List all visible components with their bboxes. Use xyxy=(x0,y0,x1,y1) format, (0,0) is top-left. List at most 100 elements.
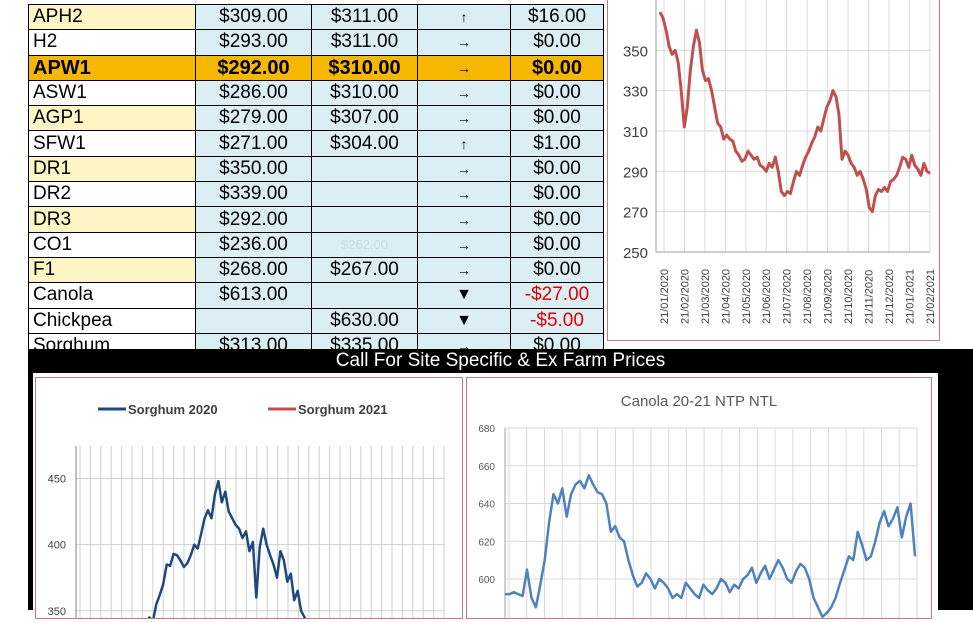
price-cash: $613.00 xyxy=(195,282,312,309)
x-tick-label: 21/10/2020 xyxy=(843,269,855,324)
trend-indicator: ▼ xyxy=(417,307,511,334)
price-row: DR1 $350.00 → $0.00 xyxy=(28,155,604,183)
price-cash: $292.00 xyxy=(195,206,312,233)
x-tick-label: 21/05/2020 xyxy=(741,269,753,324)
y-tick-label: 270 xyxy=(623,205,648,222)
price-row: SFW1 $271.00 $304.00 ↑ $1.00 xyxy=(28,130,604,157)
price-forward: $310.00 xyxy=(311,54,418,81)
price-forward: $311.00 xyxy=(311,29,418,56)
x-tick-label: 21/07/2020 xyxy=(782,269,794,324)
commodity-name: APW1 xyxy=(28,54,196,81)
y-tick-label: 350 xyxy=(623,43,648,60)
price-change: $0.00 xyxy=(510,256,604,284)
price-forward: $311.00 xyxy=(311,3,418,31)
sorghum-chart: Sorghum 2020 Sorghum 2021 350 400 450 xyxy=(48,402,445,623)
price-forward: $307.00 xyxy=(311,105,418,132)
price-row: F1 $268.00 $267.00 → $0.00 xyxy=(28,256,604,284)
legend-label: Sorghum 2021 xyxy=(298,402,388,417)
legend-label: Sorghum 2020 xyxy=(128,402,218,417)
price-row: Chickpea $630.00 ▼ -$5.00 xyxy=(28,307,604,334)
commodity-name: Canola xyxy=(28,282,196,309)
price-table: APH2 $309.00 $311.00 ↑ $16.00 H2 $293.00 $311.0… xyxy=(28,3,604,360)
x-tick-label: 21/06/2020 xyxy=(761,269,773,324)
price-row: DR3 $292.00 → $0.00 xyxy=(28,206,604,233)
y-tick-label: 660 xyxy=(478,462,495,473)
price-forward: $267.00 xyxy=(311,256,418,284)
price-table-body: APH2 $309.00 $311.00 ↑ $16.00 H2 $293.00 $311.0… xyxy=(28,3,604,360)
x-tick-label: 21/01/2020 xyxy=(659,269,671,324)
price-row: Canola $613.00 ▼ -$27.00 xyxy=(28,282,604,309)
x-tick-label: 21/12/2020 xyxy=(884,269,896,324)
trend-indicator: → xyxy=(417,155,511,183)
x-tick-label: 21/01/2021 xyxy=(904,269,916,324)
price-row: APH2 $309.00 $311.00 ↑ $16.00 xyxy=(28,3,604,31)
trend-indicator: ↑ xyxy=(417,3,511,31)
price-change: $0.00 xyxy=(510,155,604,183)
price-forward: $262.00 xyxy=(311,231,418,258)
price-forward: $310.00 xyxy=(311,79,418,107)
commodity-name: ASW1 xyxy=(28,79,196,107)
price-change: $16.00 xyxy=(510,3,604,31)
price-change: $0.00 xyxy=(510,29,604,56)
price-cash: $271.00 xyxy=(195,130,312,157)
frame-left xyxy=(28,373,33,610)
price-forward: $304.00 xyxy=(311,130,418,157)
price-change: $1.00 xyxy=(510,130,604,157)
y-tick-label: 350 xyxy=(48,606,66,618)
call-banner: Call For Site Specific & Ex Farm Prices xyxy=(28,349,973,373)
trend-indicator: → xyxy=(417,206,511,233)
commodity-name: CO1 xyxy=(28,231,196,258)
price-change: $0.00 xyxy=(510,54,604,81)
price-change: $0.00 xyxy=(510,79,604,107)
y-tick-label: 680 xyxy=(478,424,495,435)
commodity-name: DR1 xyxy=(28,155,196,183)
price-cash: $286.00 xyxy=(195,79,312,107)
x-tick-label: 21/09/2020 xyxy=(823,269,835,324)
trend-indicator: → xyxy=(417,256,511,284)
frame-right xyxy=(938,349,973,610)
price-row: ASW1 $286.00 $310.00 → $0.00 xyxy=(28,79,604,107)
price-row: APW1 $292.00 $310.00 → $0.00 xyxy=(28,54,604,81)
price-forward xyxy=(311,155,418,183)
canola-chart-panel: Canola 20-21 NTP NTL 600 620 640 660 680 xyxy=(466,377,932,619)
y-tick-label: 330 xyxy=(623,84,648,101)
x-tick-label: 21/08/2020 xyxy=(802,269,814,324)
price-cash xyxy=(195,307,312,334)
y-tick-label: 600 xyxy=(478,575,495,586)
commodity-name: Chickpea xyxy=(28,307,196,334)
price-cash: $292.00 xyxy=(195,54,312,81)
y-tick-label: 290 xyxy=(623,164,648,181)
x-tick-label: 21/02/2020 xyxy=(679,269,691,324)
price-forward: $630.00 xyxy=(311,307,418,334)
price-row: DR2 $339.00 → $0.00 xyxy=(28,181,604,208)
trend-indicator: → xyxy=(417,54,511,81)
price-cash: $268.00 xyxy=(195,256,312,284)
commodity-name: H2 xyxy=(28,29,196,56)
price-cash: $350.00 xyxy=(195,155,312,183)
trend-indicator: → xyxy=(417,231,511,258)
price-change: -$27.00 xyxy=(510,282,604,309)
price-row: AGP1 $279.00 $307.00 → $0.00 xyxy=(28,105,604,132)
x-tick-label: 21/03/2020 xyxy=(700,269,712,324)
price-cash: $293.00 xyxy=(195,29,312,56)
price-forward xyxy=(311,206,418,233)
series-line-sorghum-2020 xyxy=(144,479,309,623)
price-row: CO1 $236.00 $262.00 → $0.00 xyxy=(28,231,604,258)
price-change: $0.00 xyxy=(510,105,604,132)
price-forward xyxy=(311,282,418,309)
price-change: $0.00 xyxy=(510,206,604,233)
canola-chart: Canola 20-21 NTP NTL 600 620 640 660 680 xyxy=(478,393,918,619)
commodity-name: DR2 xyxy=(28,181,196,208)
x-tick-label: 21/04/2020 xyxy=(720,269,732,324)
commodity-name: F1 xyxy=(28,256,196,284)
x-tick-label: 21/11/2020 xyxy=(863,270,875,324)
trend-indicator: → xyxy=(417,79,511,107)
y-tick-label: 620 xyxy=(478,537,495,548)
price-cash: $309.00 xyxy=(195,3,312,31)
y-tick-label: 310 xyxy=(623,124,648,141)
y-tick-label: 640 xyxy=(478,500,495,511)
trend-indicator: → xyxy=(417,29,511,56)
series-line-canola xyxy=(505,473,917,619)
y-tick-label: 250 xyxy=(623,245,648,262)
y-tick-label: 450 xyxy=(48,473,66,485)
